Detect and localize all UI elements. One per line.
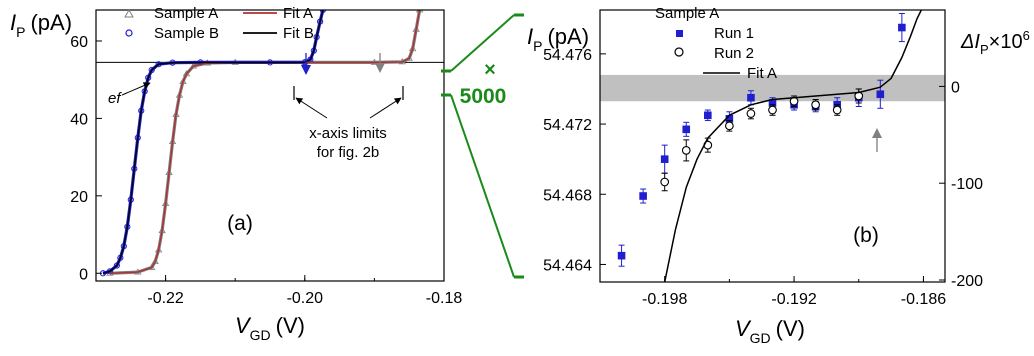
panel-a-ticks: -0.22 -0.20 -0.18 0 20 40 60 <box>70 34 462 307</box>
panel-a-xtick-label: -0.22 <box>147 290 184 307</box>
panel-a-ytick-label: 20 <box>70 189 88 206</box>
zoom-line-bottom <box>450 94 515 278</box>
legend-label-fit-a: Fit A <box>283 5 313 22</box>
panel-b-ylabel: IP (pA) <box>527 24 589 54</box>
series-sample-b-trace <box>102 10 325 275</box>
point-sample-b <box>117 254 124 261</box>
panel-b-ytick-label: 54.476 <box>543 47 592 64</box>
panel-a-ytick-label: 60 <box>70 34 88 51</box>
annotation-for-fig-2b: for fig. 2b <box>317 144 380 161</box>
legend-marker-sample-b <box>125 29 133 37</box>
panel-b-xtick-label: -0.198 <box>642 291 687 308</box>
point-sample-a <box>147 263 156 270</box>
panel-a-xlabel: VGD (V) <box>235 313 305 343</box>
panel-b: -0.198 -0.192 -0.186 54.464 54.468 54.472 54.4… <box>527 5 1030 346</box>
point-run-1 <box>876 90 885 99</box>
panel-a-xtick-label: -0.18 <box>426 290 463 307</box>
arrow-grey-b-head <box>872 128 882 138</box>
panel-a: -0.22 -0.20 -0.18 0 20 40 60 Sample A Sample B… <box>10 5 462 343</box>
point-run-1 <box>704 111 712 120</box>
panel-b-y2label: ΔIP×106 <box>960 28 1030 57</box>
panel-b-frame <box>599 9 946 283</box>
noise-band <box>600 74 945 102</box>
legend-marker-run-2 <box>674 47 684 57</box>
panel-b-ytick-label: 54.464 <box>543 257 592 274</box>
zoom-connector: × 5000 <box>441 13 524 279</box>
panel-a-ytick-label: 40 <box>70 111 88 128</box>
arrow-blue-head <box>301 65 311 75</box>
panel-a-label: (a) <box>227 212 253 235</box>
panel-a-legend: Sample A Sample B Fit A Fit B <box>124 5 314 42</box>
series-fit-a-curve <box>109 10 421 274</box>
point-run-1 <box>639 192 647 200</box>
panel-b-ytick-label: 54.468 <box>543 187 592 204</box>
panel-b-label: (b) <box>853 224 879 247</box>
legend-label-run-2: Run 2 <box>714 45 754 62</box>
point-run-2 <box>746 109 756 118</box>
panel-b-y2tick-label: -200 <box>951 273 983 290</box>
panel-a-frame <box>95 9 445 282</box>
series-fit-b-curve <box>102 10 324 274</box>
point-run-2 <box>660 177 670 187</box>
panel-a-xtick-label: -0.20 <box>287 290 324 307</box>
panel-b-xtick-label: -0.186 <box>901 291 946 308</box>
point-sample-a <box>405 54 413 61</box>
point-run-1 <box>747 93 755 102</box>
panel-b-ytick-label: 54.472 <box>543 117 592 134</box>
limit-arrow-left <box>295 97 328 119</box>
panel-b-xlabel: VGD (V) <box>735 316 805 346</box>
panel-b-xtick-label: -0.192 <box>771 291 816 308</box>
point-sample-b <box>148 66 155 74</box>
point-run-2 <box>725 121 734 131</box>
panel-b-y2tick-label: -100 <box>951 176 983 193</box>
zoom-line-top <box>450 14 515 72</box>
legend-title-sample-a: Sample A <box>655 5 719 22</box>
panel-b-plot-area <box>617 10 922 282</box>
point-run-2 <box>811 100 820 110</box>
legend-marker-run-1 <box>676 30 683 37</box>
panel-b-legend: Sample A Run 1 Run 2 Fit A <box>655 5 777 82</box>
point-run-1 <box>768 99 777 107</box>
point-sample-a <box>151 257 159 265</box>
annotation-ef: ef <box>108 90 122 107</box>
point-run-1 <box>617 251 626 260</box>
point-run-1 <box>898 23 906 32</box>
series-fit-a-curve <box>663 10 922 282</box>
point-run-2 <box>832 105 842 115</box>
legend-label-fit-a-b: Fit A <box>747 65 777 82</box>
point-run-1 <box>682 125 691 134</box>
panel-b-y2tick-label: 0 <box>951 79 960 96</box>
panel-a-plot-area <box>96 10 444 277</box>
legend-label-sample-a: Sample A <box>154 5 218 22</box>
panel-a-ylabel: IP (pA) <box>10 10 72 40</box>
point-run-1 <box>660 155 669 163</box>
legend-label-run-1: Run 1 <box>714 25 754 42</box>
limit-arrow-right <box>369 97 402 119</box>
zoom-times-symbol: × <box>484 59 496 81</box>
legend-marker-sample-a <box>124 8 134 18</box>
point-run-1 <box>725 115 734 123</box>
point-run-2 <box>768 105 777 115</box>
point-sample-a <box>182 70 191 77</box>
panel-a-ytick-label: 0 <box>79 266 88 283</box>
point-run-2 <box>681 146 691 155</box>
legend-label-fit-b: Fit B <box>283 25 314 42</box>
arrow-grey-head <box>375 63 385 73</box>
panel-b-band-layer <box>600 74 945 102</box>
zoom-factor: 5000 <box>460 85 507 108</box>
panel-b-ticks: -0.198 -0.192 -0.186 54.464 54.468 54.472 54.4… <box>543 47 983 308</box>
ef-arrow <box>121 82 151 96</box>
annotation-x-axis-limits: x-axis limits <box>309 125 387 142</box>
legend-label-sample-b: Sample B <box>154 25 219 42</box>
point-sample-b <box>113 262 120 269</box>
